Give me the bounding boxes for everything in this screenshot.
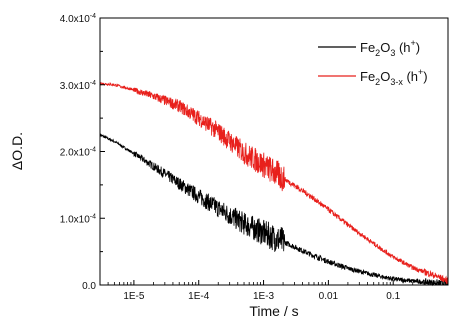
y-tick-label: 2.0x10-4 — [60, 147, 96, 159]
x-tick-label: 1E-5 — [123, 291, 145, 302]
y-tick-label: 3.0x10-4 — [60, 80, 96, 92]
legend-label-fe2o3-x: Fe2O3-x (h+) — [360, 67, 428, 87]
legend: Fe2O3 (h+) Fe2O3-x (h+) — [318, 38, 428, 87]
x-axis-title: Time / s — [249, 303, 298, 319]
x-tick-label: 0.1 — [386, 291, 400, 302]
y-tick-label: 1.0x10-4 — [60, 213, 96, 225]
x-tick-label: 1E-4 — [188, 291, 210, 302]
y-tick-label: 4.0x10-4 — [60, 13, 96, 25]
x-tick-label: 0.01 — [319, 291, 339, 302]
y-axis-title: ΔO.D. — [9, 132, 25, 170]
axis-layer: 0.0 1.0x10-4 2.0x10-4 3.0x10-4 4.0x10-4 1E-5 1… — [60, 13, 445, 302]
x-tick-label: 1E-3 — [253, 291, 275, 302]
y-tick-label: 0.0 — [82, 281, 96, 292]
legend-label-fe2o3: Fe2O3 (h+) — [360, 38, 420, 58]
series-line-fe2o3-x — [99, 81, 449, 284]
plot-frame — [99, 17, 449, 286]
series-line-fe2o3 — [99, 133, 449, 287]
series-layer — [99, 81, 449, 287]
